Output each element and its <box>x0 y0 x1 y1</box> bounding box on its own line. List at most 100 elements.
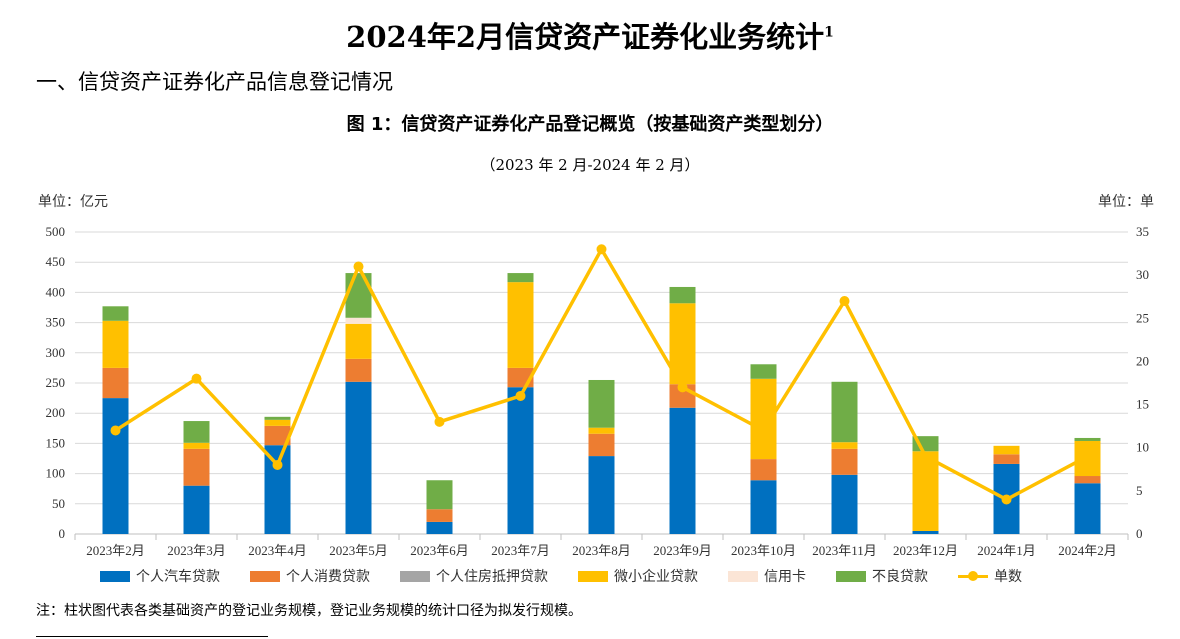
legend-swatch <box>250 570 280 582</box>
bar-segment <box>264 445 291 534</box>
left-unit-label: 单位：亿元 <box>38 194 108 210</box>
line-point <box>272 459 283 470</box>
footnote-rule <box>36 636 268 637</box>
legend-swatch <box>836 570 866 582</box>
x-tick-label: 2023年12月 <box>893 543 958 558</box>
line-point <box>758 425 769 436</box>
x-tick-label: 2023年7月 <box>491 543 550 558</box>
line-point <box>353 261 364 272</box>
y2-tick-label: 30 <box>1136 267 1149 282</box>
bar-segment <box>264 419 291 426</box>
y-tick-label: 350 <box>46 315 66 330</box>
bar-segment <box>750 480 777 534</box>
bar-segment <box>264 416 291 420</box>
legend-item: 个人消费贷款 <box>250 566 370 586</box>
y-tick-label: 500 <box>46 224 66 239</box>
legend-swatch <box>100 570 130 582</box>
line-point <box>1001 494 1012 505</box>
y-tick-label: 200 <box>46 405 66 420</box>
line-point <box>515 390 526 401</box>
bar-segment <box>183 448 210 486</box>
y2-tick-label: 5 <box>1136 483 1143 498</box>
line-point <box>110 425 121 436</box>
line-point <box>677 382 688 393</box>
bar-segment <box>426 480 453 510</box>
legend-label: 个人汽车贷款 <box>136 569 220 585</box>
bar-segment <box>588 379 615 428</box>
bar-segment <box>588 456 615 534</box>
x-tick-label: 2023年9月 <box>653 543 712 558</box>
bar-segment <box>426 509 453 522</box>
legend-line-swatch <box>958 570 988 581</box>
bar-segment <box>669 407 696 534</box>
bar-segment <box>102 306 129 321</box>
legend-item: 信用卡 <box>728 566 806 586</box>
line-point <box>839 296 850 307</box>
bar-segment <box>993 454 1020 464</box>
x-tick-label: 2023年3月 <box>167 543 226 558</box>
bar-segment <box>750 364 777 379</box>
legend-swatch <box>400 570 430 582</box>
x-tick-label: 2023年11月 <box>812 543 877 558</box>
bar-segment <box>912 451 939 531</box>
legend-item: 个人汽车贷款 <box>100 566 220 586</box>
section-heading: 一、信贷资产证券化产品信息登记情况 <box>36 70 393 94</box>
x-tick-label: 2023年10月 <box>731 543 796 558</box>
legend-label: 个人住房抵押贷款 <box>436 569 548 585</box>
bar-segment <box>426 521 453 534</box>
y2-tick-label: 20 <box>1136 353 1149 368</box>
bar-segment <box>264 425 291 446</box>
bar-segment <box>183 421 210 443</box>
line-point <box>596 244 607 255</box>
legend-item: 微小企业贷款 <box>578 566 698 586</box>
figure-title: 图 1：信贷资产证券化产品登记概览（按基础资产类型划分） <box>346 114 834 135</box>
y-tick-label: 0 <box>59 526 66 541</box>
bar-segment <box>102 320 129 368</box>
y2-tick-label: 15 <box>1136 397 1149 412</box>
bar-segment <box>345 323 372 359</box>
legend-label: 单数 <box>994 569 1022 585</box>
legend-label: 微小企业贷款 <box>614 569 698 585</box>
footnote: 注：柱状图代表各类基础资产的登记业务规模，登记业务规模的统计口径为拟发行规模。 <box>36 603 582 619</box>
legend-swatch <box>728 570 758 582</box>
y-tick-label: 150 <box>46 435 66 450</box>
bar-segment <box>831 448 858 475</box>
bar-segment <box>102 367 129 399</box>
bar-segment <box>1074 437 1101 441</box>
bar-segment <box>345 358 372 382</box>
x-tick-label: 2023年5月 <box>329 543 388 558</box>
line-point <box>434 416 445 427</box>
legend-label: 不良贷款 <box>872 569 928 585</box>
line-point <box>920 451 931 462</box>
bar-segment <box>345 273 372 318</box>
y-tick-label: 50 <box>52 496 65 511</box>
legend-item: 不良贷款 <box>836 566 928 586</box>
figure-subtitle: （2023 年 2 月-2024 年 2 月） <box>480 156 700 174</box>
legend-item: 个人住房抵押贷款 <box>400 566 548 586</box>
x-tick-label: 2024年2月 <box>1058 543 1117 558</box>
right-unit-label: 单位：单 <box>1098 194 1154 210</box>
y-tick-label: 450 <box>46 254 66 269</box>
legend: 个人汽车贷款 个人消费贷款 个人住房抵押贷款 微小企业贷款 信用卡 不良贷款 单数 <box>100 566 1022 586</box>
y2-tick-label: 0 <box>1136 526 1143 541</box>
bar-segment <box>345 317 372 324</box>
bar-segment <box>507 273 534 283</box>
bar-segment <box>183 442 210 449</box>
bar-segment <box>831 381 858 443</box>
bar-segment <box>183 485 210 534</box>
y2-tick-label: 10 <box>1136 440 1149 455</box>
bar-segment <box>588 433 615 457</box>
bar-segment <box>831 442 858 449</box>
bar-segment <box>1074 483 1101 534</box>
bar-segment <box>669 286 696 304</box>
page-title: 2024年2月信贷资产证券化业务统计1 <box>346 20 834 54</box>
y-tick-label: 250 <box>46 375 66 390</box>
legend-label: 个人消费贷款 <box>286 569 370 585</box>
x-tick-label: 2023年2月 <box>86 543 145 558</box>
bar-segment <box>588 427 615 434</box>
legend-item: 单数 <box>958 566 1022 586</box>
bar-segment <box>912 530 939 534</box>
x-tick-label: 2023年4月 <box>248 543 307 558</box>
y2-tick-label: 25 <box>1136 310 1149 325</box>
